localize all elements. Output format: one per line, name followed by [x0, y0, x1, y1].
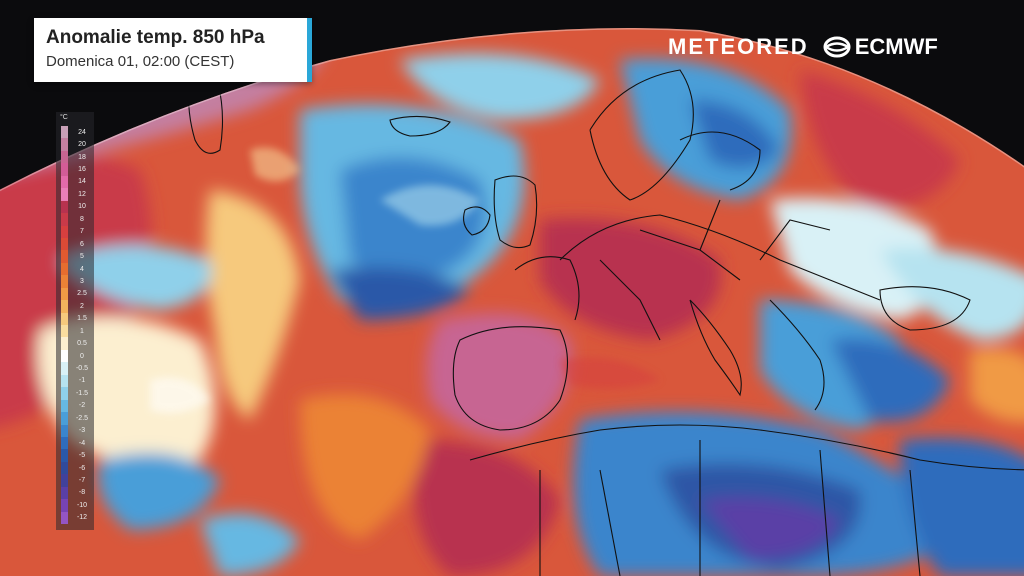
legend-label: -6	[78, 464, 86, 472]
legend-swatch	[61, 200, 68, 214]
legend-swatch	[61, 287, 68, 301]
legend-swatch	[61, 449, 68, 462]
legend-swatch	[61, 424, 68, 437]
coastlines	[188, 39, 1024, 576]
legend-label: -0.5	[75, 365, 89, 373]
legend-swatch	[61, 474, 68, 487]
ecmwf-text: ECMWF	[854, 34, 938, 59]
legend-swatch	[61, 511, 68, 524]
legend-label: -5	[78, 452, 86, 460]
legend-label: 1.5	[77, 315, 87, 323]
legend-swatch	[61, 362, 68, 375]
legend-label: 5	[80, 253, 84, 261]
legend-swatch	[61, 138, 68, 151]
legend-label: -12	[76, 514, 88, 522]
ecmwf-logo: ECMWF	[823, 34, 938, 60]
legend-swatch	[61, 275, 68, 288]
legend-swatch	[61, 150, 68, 164]
legend-swatch	[61, 312, 68, 325]
legend-swatch	[61, 349, 68, 363]
legend-label: -1.5	[75, 389, 89, 397]
legend-label: 1	[80, 327, 84, 335]
legend-color-bar	[61, 126, 68, 524]
legend-label: 0.5	[77, 340, 87, 348]
map-title-box: Anomalie temp. 850 hPa Domenica 01, 02:0…	[34, 18, 312, 82]
legend-swatch	[61, 175, 68, 189]
legend-swatch	[61, 374, 68, 388]
legend-swatch	[61, 126, 68, 139]
legend-swatch	[61, 486, 68, 500]
legend-label: -2	[78, 402, 86, 410]
legend-label: -10	[76, 501, 88, 509]
legend-label: 12	[78, 190, 86, 198]
ecmwf-swirl-icon	[823, 36, 851, 58]
legend-label: -1	[78, 377, 86, 385]
legend-swatch	[61, 250, 68, 263]
legend-label: 7	[80, 228, 84, 236]
legend-label: 14	[78, 178, 86, 186]
legend-swatch	[61, 163, 68, 176]
legend-label: 6	[80, 240, 84, 248]
legend-swatch	[61, 188, 68, 201]
legend-swatch	[61, 387, 68, 400]
legend-label: -3	[78, 427, 86, 435]
legend-label: -4	[78, 439, 86, 447]
legend-label: 10	[78, 203, 86, 211]
legend-label: 0	[80, 352, 84, 360]
legend-swatch	[61, 213, 68, 226]
legend-unit: °C	[60, 114, 68, 121]
legend-swatch	[61, 225, 68, 238]
legend-label: 4	[80, 265, 84, 273]
legend-label: -2.5	[75, 414, 89, 422]
legend-label: 2.5	[77, 290, 87, 298]
color-legend: °C 24 20 18 16 14 12 10 8 7 6 5 4 3 2.5 2 1.5 1 0.5 0 -0.5 -…	[56, 112, 94, 530]
legend-label: 16	[78, 166, 86, 174]
legend-label: 18	[78, 153, 86, 161]
legend-swatch	[61, 499, 68, 512]
legend-label: -7	[78, 476, 86, 484]
legend-swatch	[61, 436, 68, 450]
map-title: Anomalie temp. 850 hPa	[46, 27, 265, 48]
brand-logos: METEORED ECMWF	[668, 34, 938, 60]
legend-label: 20	[78, 141, 86, 149]
legend-swatch	[61, 337, 68, 350]
legend-label: 24	[78, 128, 86, 136]
legend-swatch	[61, 399, 68, 413]
map-subtitle: Domenica 01, 02:00 (CEST)	[46, 53, 235, 70]
legend-swatch	[61, 325, 68, 338]
legend-swatch	[61, 461, 68, 475]
legend-label: 3	[80, 277, 84, 285]
legend-labels: 24 20 18 16 14 12 10 8 7 6 5 4 3 2.5 2 1.5 1 0.5 0 -0.5 -1 -1…	[71, 126, 93, 524]
legend-swatch	[61, 237, 68, 251]
meteored-logo: METEORED	[668, 34, 809, 59]
legend-label: 2	[80, 302, 84, 310]
legend-swatch	[61, 412, 68, 425]
legend-swatch	[61, 300, 68, 313]
legend-label: 8	[80, 215, 84, 223]
legend-swatch	[61, 262, 68, 276]
legend-label: -8	[78, 489, 86, 497]
